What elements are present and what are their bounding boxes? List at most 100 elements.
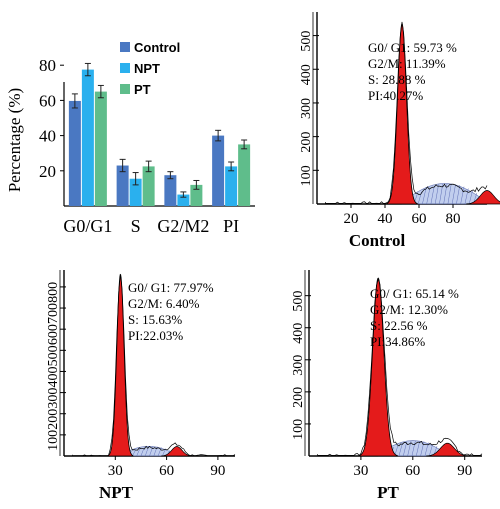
y-tick-label: 40 (39, 127, 56, 146)
pt-histogram-svg: 100 200 300 400 500 30 60 90 G0/ G1: 65.14 %G2/M… (291, 270, 483, 502)
s-phase-hatch (416, 440, 420, 457)
y-tick-label: 700 (46, 303, 61, 324)
x-tick-label: G0/G1 (63, 216, 112, 236)
y-tick-label: 200 (291, 387, 306, 408)
pt-stat-0: G0/ G1: 65.14 % (370, 286, 459, 301)
x-tick-label: G2/M2 (157, 216, 209, 236)
s-phase-hatch (422, 189, 427, 205)
pt-histogram: 100 200 300 400 500 30 60 90 G0/ G1: 65.14 % G2/M… (262, 260, 500, 504)
y-tick-label: 800 (46, 282, 61, 303)
control-stat-1: G2/M: 11.39% (368, 56, 446, 71)
y-tick-label: 300 (291, 355, 306, 376)
y-tick-label: 300 (299, 98, 314, 119)
s-phase-hatch (398, 443, 403, 457)
histogram-outline (317, 278, 483, 456)
bar-pt-pi (238, 144, 251, 206)
g2m-peak (161, 446, 193, 457)
y-tick-label: 300 (46, 388, 61, 409)
legend-swatch-control (120, 42, 130, 52)
x-tick-label: 90 (210, 463, 225, 479)
s-phase-hatch (439, 183, 444, 205)
s-phase-hatch (162, 448, 166, 457)
s-phase-hatch (451, 184, 456, 205)
control-stat-2: S: 28.88 % (368, 72, 426, 87)
bar-control-g2m2 (164, 175, 177, 206)
cell-cycle-bar-chart: 20 40 60 80 Percentage (%) G0/G1 S G2/M2 PI Contr… (0, 0, 265, 250)
bar-npt-pi (225, 166, 238, 206)
y-tick-label: 100 (46, 430, 61, 451)
x-tick-label: 90 (457, 463, 472, 479)
npt-x-label: NPT (99, 483, 134, 502)
control-stat-0: G0/ G1: 59.73 % (368, 40, 457, 55)
y-tick-label: 100 (299, 165, 314, 186)
npt-histogram: 100 200 300 400 500 600 700 800 30 60 90 G0/ G1: 77… (0, 260, 250, 504)
s-phase-hatch (157, 447, 162, 457)
s-phase-hatch (426, 187, 431, 205)
x-tick-label: 40 (378, 211, 393, 227)
s-phase-hatch (403, 441, 407, 457)
bar-control-g0g1 (68, 100, 81, 206)
legend-label-npt: NPT (134, 61, 160, 76)
npt-stat-1: G2/M: 6.40% (128, 296, 200, 311)
legend-label-control: Control (134, 40, 180, 55)
legend-swatch-npt (120, 63, 130, 73)
y-tick-label: 200 (46, 409, 61, 430)
y-axis-label: Percentage (%) (5, 88, 24, 192)
s-phase-hatch (420, 441, 425, 457)
npt-stat-2: S: 15.63% (128, 312, 182, 327)
histogram-outline (72, 274, 236, 456)
s-phase-hatch (411, 440, 416, 457)
pt-stat-1: G2/M: 12.30% (370, 302, 448, 317)
s-phase-hatch (468, 190, 473, 205)
npt-stat-0: G0/ G1: 77.97% (128, 280, 214, 295)
x-tick-label: 20 (344, 211, 359, 227)
bar-npt-s (129, 178, 142, 206)
control-histogram-svg: 100 200 300 400 500 20 40 60 80 G0/ G1: 59.73 %G2… (299, 12, 500, 250)
x-tick-label: 60 (405, 463, 420, 479)
s-phase-hatch (132, 449, 137, 457)
y-tick-label: 500 (299, 31, 314, 52)
g2m-peak (466, 190, 500, 205)
control-stat-3: PI:40.27% (368, 88, 423, 103)
bar-npt-g0g1 (81, 69, 94, 206)
s-phase-hatch (428, 444, 433, 457)
y-tick-label: 600 (46, 324, 61, 345)
pt-stat-2: S: 22.56 % (370, 318, 428, 333)
g0g1-peak (358, 277, 399, 457)
x-tick-label: 60 (412, 211, 427, 227)
y-tick-label: 20 (39, 162, 56, 181)
y-tick-label: 500 (46, 345, 61, 366)
histogram-outline (325, 21, 488, 204)
bar-chart-svg: 20 40 60 80 Percentage (%) G0/G1 S G2/M2 PI Contr… (5, 40, 255, 236)
bar-control-pi (212, 135, 225, 206)
bar-pt-g0g1 (94, 91, 107, 206)
y-tick-label: 400 (299, 64, 314, 85)
s-phase-hatch (434, 184, 439, 205)
x-tick-label: PI (223, 216, 239, 236)
x-tick-label: 30 (108, 463, 123, 479)
s-phase-hatch (136, 447, 141, 457)
bar-pt-s (142, 166, 155, 206)
s-phase-hatch (464, 188, 469, 205)
x-tick-label: 30 (353, 463, 368, 479)
s-phase-hatch (430, 185, 435, 205)
pt-stat-3: PI:34.86% (370, 334, 425, 349)
x-tick-label: S (131, 216, 141, 236)
pt-x-label: PT (377, 483, 399, 502)
x-tick-label: 80 (446, 211, 461, 227)
y-tick-label: 200 (299, 132, 314, 153)
bar-npt-g2m2 (177, 194, 190, 206)
control-x-label: Control (349, 231, 406, 250)
bar-pt-g2m2 (190, 184, 203, 206)
npt-stat-3: PI:22.03% (128, 328, 183, 343)
s-phase-hatch (460, 186, 465, 205)
legend-label-pt: PT (134, 82, 151, 97)
x-tick-label: 60 (159, 463, 174, 479)
y-tick-label: 100 (291, 419, 306, 440)
y-tick-label: 400 (291, 323, 306, 344)
control-histogram: 100 200 300 400 500 20 40 60 80 G0/ G1: 59.73 % G2… (265, 0, 500, 250)
legend-swatch-pt (120, 84, 130, 94)
y-tick-label: 80 (39, 56, 56, 75)
s-phase-hatch (447, 183, 452, 205)
